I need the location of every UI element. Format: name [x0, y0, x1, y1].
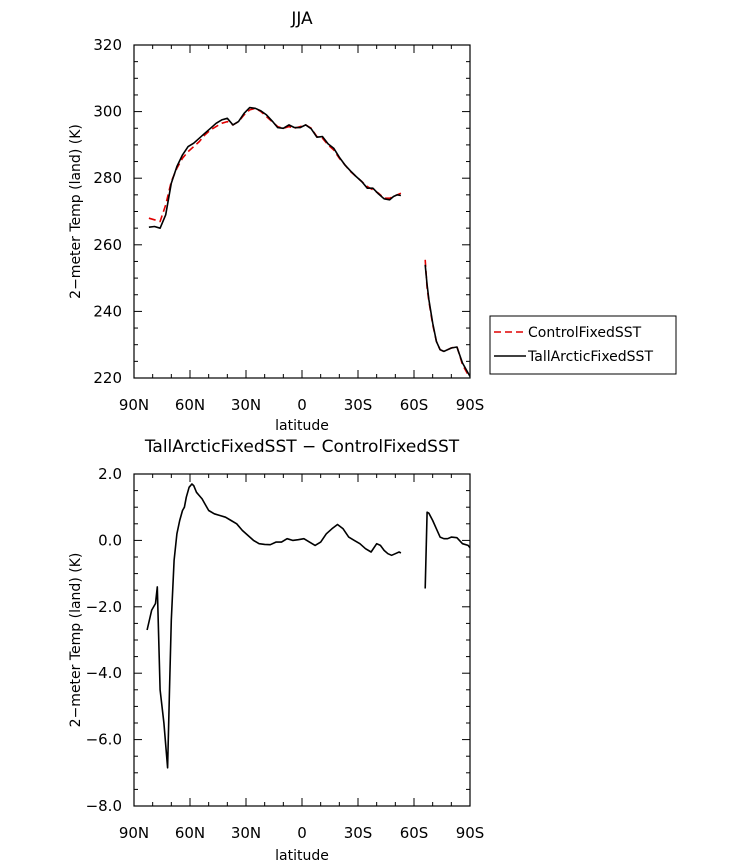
x-axis-label: latitude [275, 848, 329, 864]
x-tick-label: 30S [344, 396, 373, 414]
x-tick-label: 60N [175, 396, 205, 414]
x-tick-label: 90S [456, 824, 485, 842]
x-tick-label: 0 [297, 824, 307, 842]
x-tick-label: 30N [231, 396, 261, 414]
y-tick-label: −6.0 [86, 731, 122, 749]
x-tick-label: 90N [119, 396, 149, 414]
series-group [146, 483, 470, 769]
y-tick-label: 320 [93, 36, 122, 54]
y-tick-label: 0.0 [98, 531, 122, 549]
x-tick-label: 60S [400, 396, 429, 414]
y-axis-label: 2−meter Temp (land) (K) [68, 553, 84, 728]
y-tick-label: 2.0 [98, 465, 122, 483]
x-tick-label: 60S [400, 824, 429, 842]
y-axis-label: 2−meter Temp (land) (K) [68, 124, 84, 299]
x-tick-label: 90S [456, 396, 485, 414]
legend-box [489, 315, 677, 375]
x-tick-label: 0 [297, 396, 307, 414]
x-tick-label: 60N [175, 824, 205, 842]
y-tick-label: 240 [93, 302, 122, 320]
legend-label-tallarcticfixedsst: TallArcticFixedSST [527, 349, 653, 365]
plot-frame [133, 44, 471, 379]
legend-label-controlfixedsst: ControlFixedSST [528, 325, 642, 341]
chart-title: JJA [290, 9, 313, 29]
y-tick-label: −2.0 [86, 598, 122, 616]
chart-title: TallArcticFixedSST − ControlFixedSST [144, 437, 460, 457]
series-group [148, 106, 470, 377]
y-tick-label: −8.0 [86, 797, 122, 815]
y-tick-label: 260 [93, 236, 122, 254]
series-line-tallarcticfixedsst-segment-1 [148, 106, 402, 229]
chart-panel-2: TallArcticFixedSST − ControlFixedSST 90N 6… [68, 437, 484, 864]
series-line-difference-segment-1 [146, 483, 402, 769]
x-tick-label: 90N [119, 824, 149, 842]
y-tick-label: 220 [93, 369, 122, 387]
chart-panel-1: JJA 90N 60N 30N 0 30S 60S 90S 220 240 260 280 300 320… [68, 9, 677, 434]
legend: ControlFixedSST TallArcticFixedSST [489, 315, 677, 375]
x-axis-label: latitude [275, 418, 329, 434]
x-tick-label: 30S [344, 824, 373, 842]
series-line-tallarcticfixedsst-segment-2 [424, 264, 470, 377]
x-tick-label: 30N [231, 824, 261, 842]
y-tick-label: 280 [93, 169, 122, 187]
series-line-difference-segment-2 [424, 511, 470, 589]
plot-frame [133, 473, 471, 807]
y-tick-label: 300 [93, 103, 122, 121]
y-tick-label: −4.0 [86, 664, 122, 682]
